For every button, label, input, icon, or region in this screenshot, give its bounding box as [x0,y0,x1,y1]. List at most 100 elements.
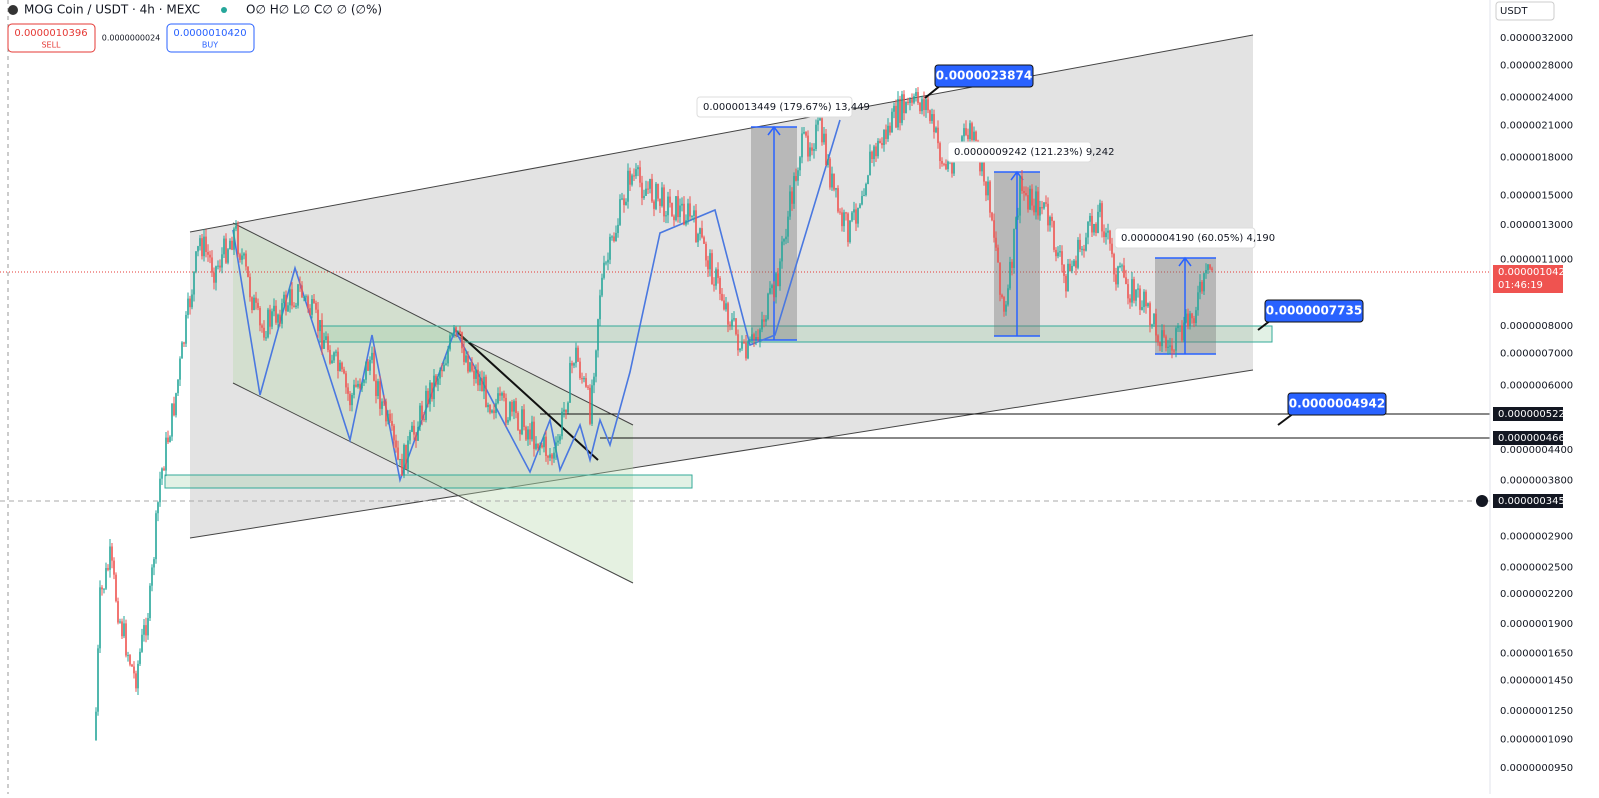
candle [1171,345,1173,351]
currency-select[interactable] [1495,1,1555,21]
candle [435,375,437,385]
axis-label: 0.0000006000 [1500,381,1573,392]
candle [1047,203,1049,226]
channel-top [189,34,1254,233]
candle [853,209,855,213]
candle [1141,307,1143,310]
measure-label [947,141,1092,163]
price-tag [1493,407,1563,421]
candle [1207,264,1209,271]
candle [143,625,145,635]
buy-button[interactable] [166,23,255,53]
candle [191,294,193,308]
candle [265,337,267,339]
candle [669,196,671,203]
candle [713,284,715,286]
candle [299,284,301,286]
candle [511,402,513,412]
candle [301,285,303,298]
candle [1203,273,1205,292]
candle [449,335,451,350]
candle [1043,202,1045,209]
candle [351,394,353,406]
candle [105,568,107,589]
candle [1177,325,1179,329]
channel-bottom [189,369,1254,539]
candle [661,187,663,206]
candle [931,114,933,121]
candle [945,164,947,170]
candle [1161,330,1163,347]
candle [531,421,533,440]
candle [181,342,183,359]
axis-label: 0.0000001090 [1500,735,1573,746]
candle [469,362,471,372]
candle [427,390,429,405]
buy-price[interactable]: 0.0000010420 [173,28,246,39]
candle [1025,193,1027,196]
candle [319,320,321,332]
candle [501,393,503,396]
candle [1011,261,1013,268]
candle [797,170,799,181]
sell-price[interactable]: 0.0000010396 [14,28,87,39]
candle [1039,206,1041,216]
candle [201,238,203,257]
candle [441,369,443,372]
candle [687,203,689,221]
candle [1003,297,1005,312]
candle [1031,188,1033,206]
candle [1137,288,1139,290]
candle [257,302,259,308]
candle [1023,191,1025,194]
candle [1145,291,1147,307]
candle [825,133,827,166]
candle [183,342,185,344]
candle [849,220,851,243]
candle [881,142,883,146]
countdown: 01:46:19 [1498,280,1543,291]
candle [1079,239,1081,250]
candle [471,362,473,371]
candle [475,369,477,379]
candle [355,384,357,387]
candle [1029,188,1031,210]
candle [873,146,875,160]
candle [911,99,913,103]
candle [1187,313,1189,327]
axis-label: 0.0000002900 [1500,531,1573,542]
candle [883,129,885,146]
currency[interactable]: USDT [1500,6,1528,17]
sell-button[interactable] [7,23,96,53]
candle [429,382,431,405]
candle [1201,281,1203,292]
falling-top [232,222,634,426]
candle [655,183,657,209]
candle [455,327,457,333]
candle [365,361,367,380]
candle [369,359,371,371]
candle [923,99,925,110]
candle [1033,205,1035,213]
candle [97,648,99,712]
candle [585,378,587,387]
candle [763,319,765,322]
candle [801,133,803,158]
candle [413,425,415,435]
candle [841,212,843,227]
candle [1191,313,1193,319]
buy-label[interactable]: BUY [202,41,218,50]
sell-label[interactable]: SELL [41,41,61,50]
candle [1063,264,1065,276]
candle [465,355,467,362]
axis-label: 0.0000000950 [1500,763,1573,774]
candle [589,387,591,424]
candle [689,203,691,217]
candle [123,623,125,637]
candle [877,140,879,157]
candle [223,238,225,255]
candle [939,143,941,161]
candle [417,426,419,441]
candle [307,296,309,309]
candle [211,257,213,273]
